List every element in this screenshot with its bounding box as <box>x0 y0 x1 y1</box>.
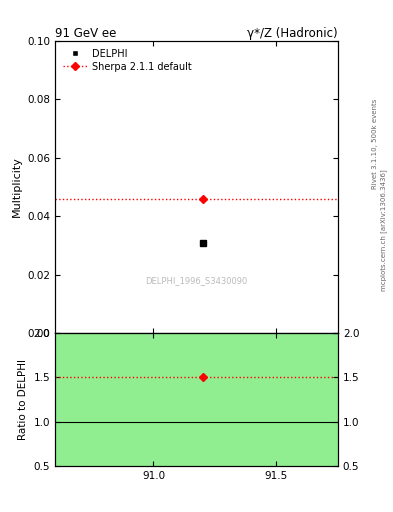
Text: 91 GeV ee: 91 GeV ee <box>55 27 116 40</box>
Legend: DELPHI, Sherpa 2.1.1 default: DELPHI, Sherpa 2.1.1 default <box>60 46 195 75</box>
Text: DELPHI_1996_S3430090: DELPHI_1996_S3430090 <box>145 276 248 285</box>
Text: Rivet 3.1.10, 500k events: Rivet 3.1.10, 500k events <box>372 98 378 188</box>
Bar <box>55 333 338 466</box>
Bar <box>55 333 338 466</box>
Text: mcplots.cern.ch [arXiv:1306.3436]: mcplots.cern.ch [arXiv:1306.3436] <box>380 169 387 291</box>
Y-axis label: Multiplicity: Multiplicity <box>12 157 22 218</box>
Text: γ*/Z (Hadronic): γ*/Z (Hadronic) <box>247 27 338 40</box>
Y-axis label: Ratio to DELPHI: Ratio to DELPHI <box>18 359 28 440</box>
